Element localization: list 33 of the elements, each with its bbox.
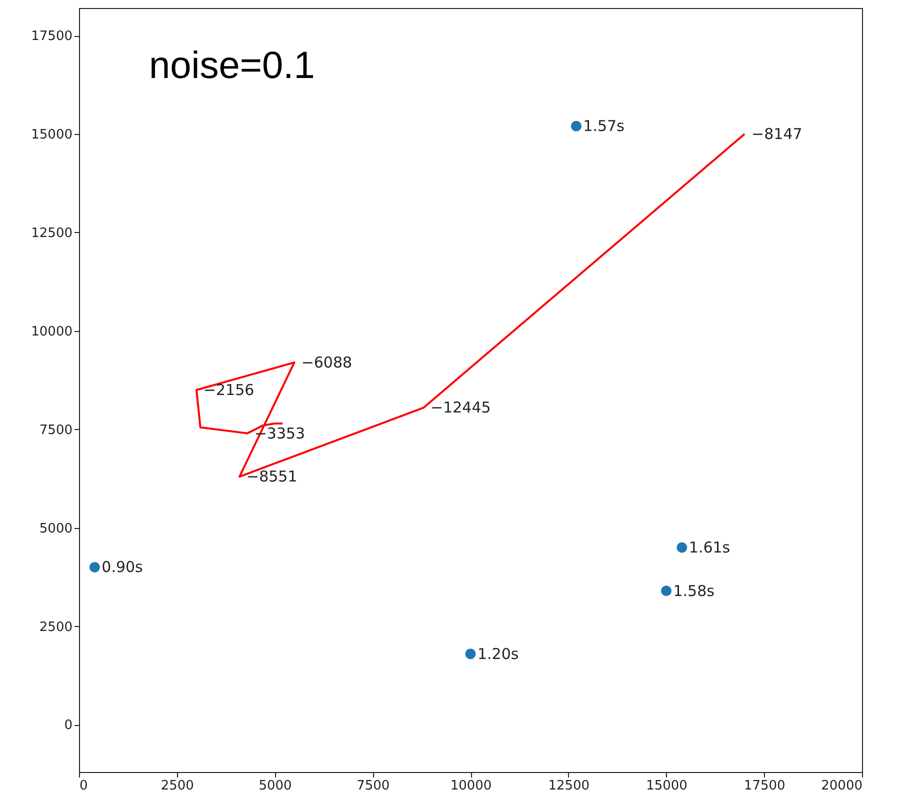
y-tick-label: 2500 [39,620,72,635]
annotation: −8147 [752,125,802,144]
annotation: −8551 [246,468,298,486]
point [676,542,688,553]
y-tick-label: 15000 [31,128,72,143]
annotation: 1.20s [478,644,519,663]
y-tick-label: 5000 [39,521,72,536]
y-tick-label: 12500 [31,226,72,241]
annotation: −12445 [430,398,491,417]
annotation: 0.90s [102,558,144,576]
annotation: −2156 [203,381,254,399]
x-tick-label: 2500 [160,778,194,794]
point [89,562,100,572]
point [570,120,582,132]
x-tick-label: 20000 [821,778,862,794]
x-tick-label: 15000 [646,778,688,794]
x-tick-label: 17500 [744,778,786,794]
y-tick-label: 7500 [39,422,72,438]
annotation: −6088 [301,353,352,372]
point [465,648,476,660]
annotation: noise=0.1 [149,45,315,87]
y-tick-label: 0 [64,718,72,734]
annotation: 1.58s [673,582,715,600]
x-tick-label: 12500 [548,778,590,794]
annotation: 1.57s [583,117,625,136]
annotation: 1.61s [688,538,730,557]
x-tick-label: 0 [80,778,88,794]
x-tick-label: 7500 [356,778,390,794]
y-tick-label: 17500 [31,29,72,44]
point [661,586,672,596]
x-tick-label: 10000 [450,778,492,794]
y-tick-label: 10000 [31,324,72,340]
x-tick-label: 5000 [258,778,292,794]
